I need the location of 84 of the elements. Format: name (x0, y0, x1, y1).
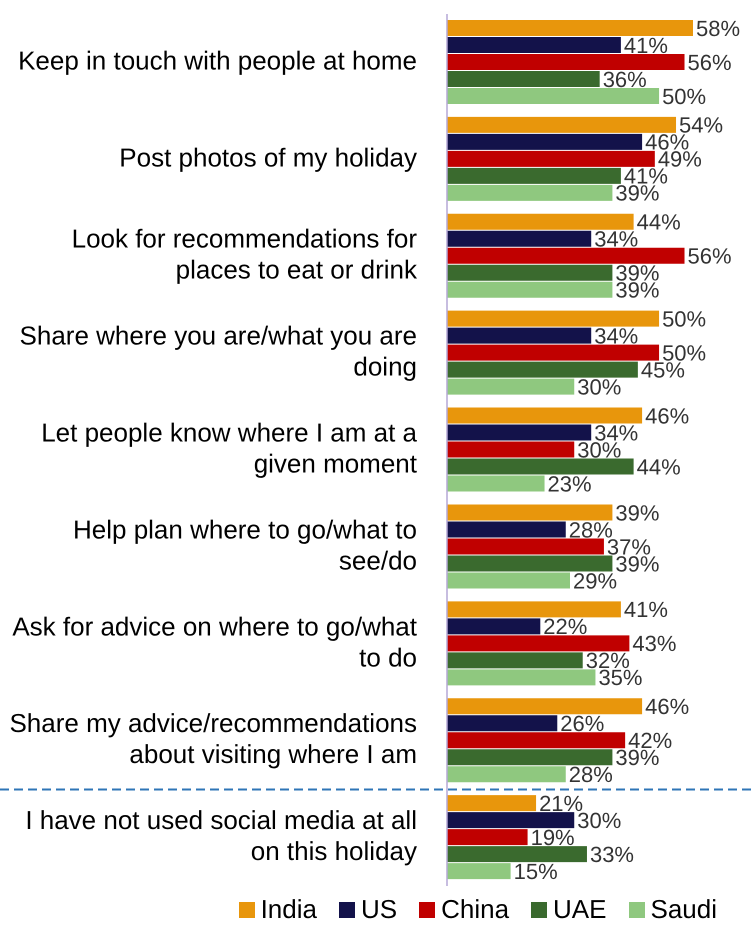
y-tick-label: Help plan where to go/what to see/do (73, 514, 417, 576)
legend-label: US (360, 894, 398, 925)
data-label: 56% (688, 244, 732, 269)
data-label: 22% (543, 614, 588, 640)
bar (447, 424, 592, 441)
y-tick-label: Keep in touch with people at home (18, 45, 417, 76)
bar (447, 476, 545, 492)
bar (447, 698, 642, 714)
data-label: 39% (615, 500, 660, 526)
data-label: 44% (636, 454, 681, 480)
data-label: 29% (573, 568, 618, 594)
bar (447, 715, 558, 732)
data-label: 34% (594, 323, 638, 348)
y-tick-label: Ask for advice on where to go/what to do (12, 611, 418, 672)
bar (447, 37, 621, 53)
legend-label: UAE (553, 894, 606, 925)
bar (447, 378, 574, 395)
bar (447, 749, 612, 766)
bar (447, 134, 642, 150)
data-label: 44% (636, 210, 681, 235)
bar (447, 20, 693, 36)
bar (447, 248, 685, 264)
bar (447, 766, 566, 782)
data-label: 50% (662, 84, 706, 109)
bar (447, 863, 511, 880)
y-tick-label: Post photos of my holiday (119, 142, 417, 172)
data-label: 41% (624, 32, 668, 58)
data-label: 28% (568, 762, 613, 788)
data-label: 46% (645, 403, 690, 428)
bar (447, 282, 612, 298)
bar (447, 635, 630, 652)
data-label: 43% (632, 631, 676, 656)
bar (447, 168, 621, 184)
data-label: 33% (590, 842, 634, 867)
bar (447, 538, 604, 554)
bar (447, 555, 612, 572)
y-tick-label: I have not used social media at all on this holiday (25, 804, 417, 866)
data-label: 26% (560, 711, 604, 736)
bar (447, 618, 540, 634)
bar (447, 669, 596, 686)
bar (447, 116, 676, 133)
bar (447, 310, 660, 327)
bar (447, 829, 528, 846)
bar (447, 264, 612, 281)
y-tick-label: Look for recommendations for places to eat or drink (72, 224, 418, 285)
data-label: 23% (548, 471, 592, 496)
bar (447, 572, 570, 588)
bar (447, 458, 634, 475)
legend-label: Saudi (650, 894, 717, 925)
bar (447, 601, 621, 618)
legend-label: China (441, 894, 510, 925)
bar (447, 442, 574, 458)
bar (447, 71, 600, 87)
bar (447, 88, 660, 104)
bar (447, 408, 642, 424)
bar (447, 230, 592, 247)
data-label: 15% (514, 858, 558, 884)
data-label: 46% (645, 694, 690, 720)
bar (447, 846, 587, 862)
bar (447, 652, 583, 668)
bar (447, 214, 634, 230)
bar (447, 732, 626, 748)
bar (447, 812, 574, 828)
legend-label: India (260, 894, 317, 925)
bar (447, 54, 685, 70)
data-label: 50% (662, 306, 706, 332)
bar (447, 344, 660, 361)
data-label: 36% (602, 66, 647, 92)
data-label: 41% (624, 597, 668, 622)
bar (447, 521, 566, 538)
bar (447, 795, 536, 812)
data-label: 19% (530, 824, 575, 850)
bar (447, 328, 592, 344)
bar (447, 362, 638, 378)
data-label: 58% (696, 16, 740, 41)
y-tick-label: Share my advice/recommendations about visiting where I am (9, 708, 417, 770)
data-label: 34% (594, 226, 638, 252)
data-label: 30% (577, 374, 622, 400)
data-label: 56% (688, 50, 732, 75)
bar (447, 504, 612, 520)
y-tick-label: Let people know where I am at a given moment (41, 417, 418, 478)
bar (447, 184, 612, 201)
bar (447, 150, 655, 167)
y-tick-label: Share where you are/what you are doing (20, 320, 417, 382)
